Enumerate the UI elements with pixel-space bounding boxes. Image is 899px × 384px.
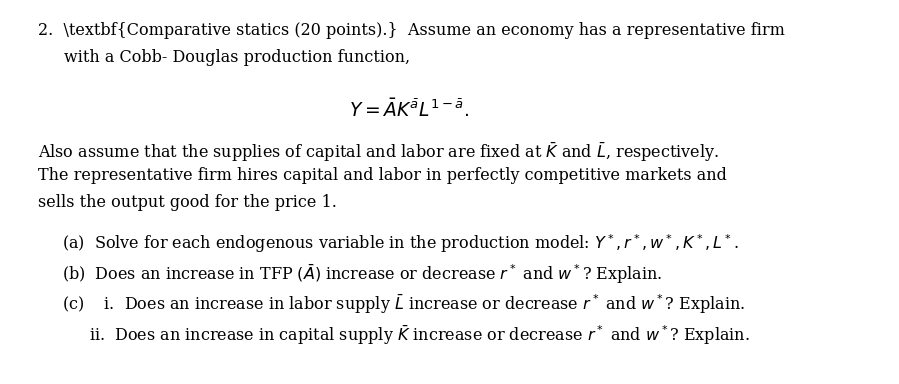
Text: ii.  Does an increase in capital supply $\bar{K}$ increase or decrease $r^*$ and: ii. Does an increase in capital supply $… <box>89 324 749 347</box>
Text: Also assume that the supplies of capital and labor are fixed at $\bar{K}$ and $\: Also assume that the supplies of capital… <box>38 141 719 164</box>
Text: sells the output good for the price 1.: sells the output good for the price 1. <box>38 194 337 211</box>
Text: 2.  \textbf{Comparative statics (20 points).}  Assume an economy has a represent: 2. \textbf{Comparative statics (20 point… <box>38 22 785 39</box>
Text: (c)    i.  Does an increase in labor supply $\bar{L}$ increase or decrease $r^*$: (c) i. Does an increase in labor supply … <box>63 293 745 316</box>
Text: (a)  Solve for each endogenous variable in the production model: $Y^*, r^*, w^*,: (a) Solve for each endogenous variable i… <box>63 232 739 255</box>
Text: with a Cobb- Douglas production function,: with a Cobb- Douglas production function… <box>64 49 410 66</box>
Text: $Y = \bar{A}K^{\bar{a}}L^{1-\bar{a}}.$: $Y = \bar{A}K^{\bar{a}}L^{1-\bar{a}}.$ <box>349 99 469 121</box>
Text: (b)  Does an increase in TFP $(\bar{A})$ increase or decrease $r^*$ and $w^*$? E: (b) Does an increase in TFP $(\bar{A})$ … <box>63 263 663 286</box>
Text: The representative firm hires capital and labor in perfectly competitive markets: The representative firm hires capital an… <box>38 167 727 184</box>
